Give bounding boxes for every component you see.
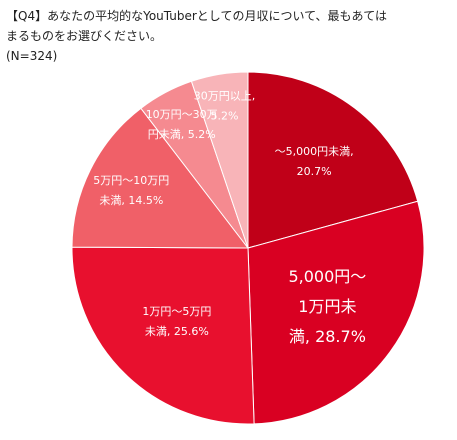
slice-label-4: 5万円～10万円未満, 14.5% xyxy=(93,174,169,207)
slice-label-6-line-1: 30万円以上, xyxy=(194,90,256,103)
pie-slices xyxy=(71,71,425,425)
slice-label-2-line-1: 5,000円～ xyxy=(288,267,366,286)
slice-label-2: 5,000円～ 1万円未満, 28.7% xyxy=(288,267,366,346)
slice-label-6-line-2: 5.2% xyxy=(211,110,239,123)
slice-label-5-line-2: 円未満, 5.2% xyxy=(148,128,216,141)
slice-label-5-line-1: 10万円～30万 xyxy=(146,108,218,121)
slice-label-3: 1万円～5万円未満, 25.6% xyxy=(142,305,211,338)
pie-slice-6 xyxy=(190,71,249,249)
slice-label-5: 10万円～30万円未満, 5.2% xyxy=(146,108,218,141)
slice-label-1-line-2: 20.7% xyxy=(297,165,332,178)
slice-label-3-line-2: 未満, 25.6% xyxy=(145,325,209,338)
slice-label-2-line-3: 満, 28.7% xyxy=(289,327,366,346)
title-line-1: 【Q4】あなたの平均的なYouTuberとしての月収について、最もあては xyxy=(6,9,388,23)
slice-label-1: ～5,000円未満, 20.7% xyxy=(275,145,354,178)
chart-title: 【Q4】あなたの平均的なYouTuberとしての月収について、最もあては まるも… xyxy=(6,6,446,66)
pie-slice-4 xyxy=(71,107,250,249)
slice-label-3-line-1: 1万円～5万円 xyxy=(142,305,211,318)
pie-slice-3 xyxy=(71,246,255,425)
pie-labels: ～5,000円未満, 20.7% 5,000円～ 1万円未満, 28.7% 1万円～5万… xyxy=(93,90,366,347)
slice-label-6: 30万円以上, 5.2% xyxy=(194,90,256,123)
slice-label-1-line-1: ～5,000円未満, xyxy=(275,145,354,158)
slice-label-2-line-2: 1万円未 xyxy=(298,297,356,316)
sample-size: (N=324) xyxy=(6,49,58,63)
pie-slice-2 xyxy=(247,200,425,425)
slice-label-4-line-1: 5万円～10万円 xyxy=(93,174,169,187)
pie-slice-1 xyxy=(247,71,419,249)
slice-label-4-line-2: 未満, 14.5% xyxy=(99,194,163,207)
title-line-2: まるものをお選びください。 xyxy=(6,29,163,43)
